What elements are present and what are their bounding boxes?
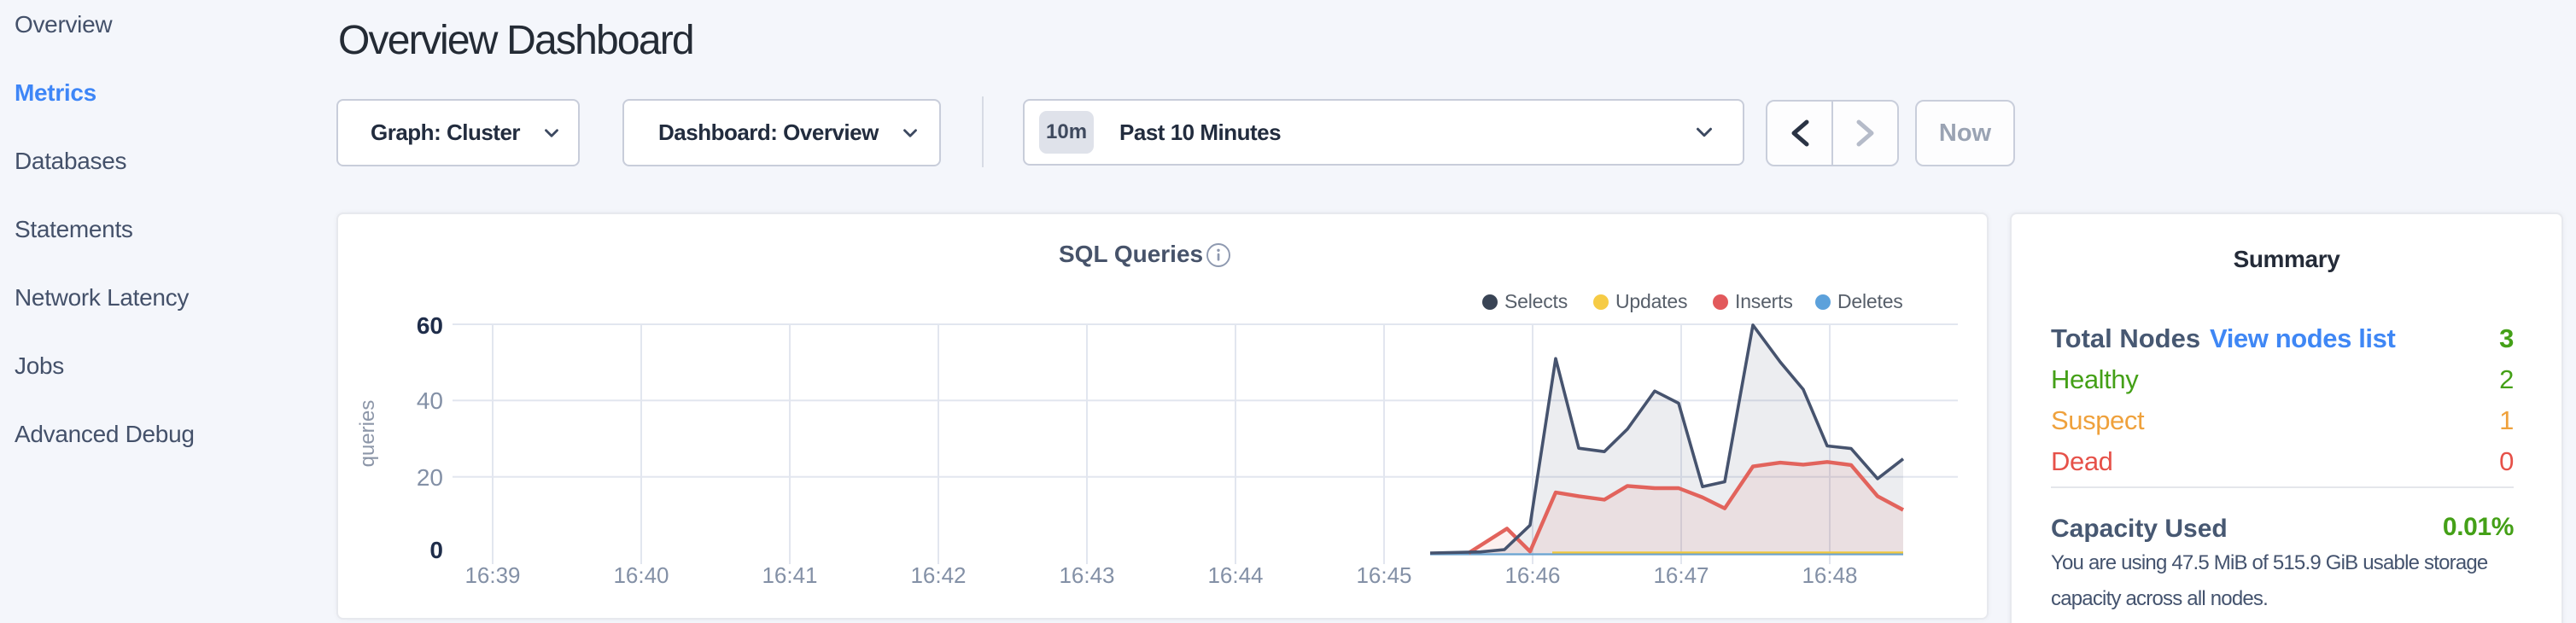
- svg-text:16:39: 16:39: [464, 562, 520, 588]
- svg-text:16:44: 16:44: [1207, 562, 1263, 588]
- svg-text:0: 0: [429, 537, 443, 563]
- svg-text:40: 40: [417, 387, 443, 414]
- svg-text:16:48: 16:48: [1802, 562, 1857, 588]
- svg-text:16:42: 16:42: [910, 562, 966, 588]
- svg-text:16:43: 16:43: [1059, 562, 1114, 588]
- svg-text:16:45: 16:45: [1356, 562, 1411, 588]
- svg-text:16:40: 16:40: [613, 562, 669, 588]
- svg-text:16:41: 16:41: [762, 562, 817, 588]
- svg-text:60: 60: [417, 312, 443, 339]
- svg-text:16:46: 16:46: [1504, 562, 1560, 588]
- svg-text:16:47: 16:47: [1653, 562, 1709, 588]
- svg-text:queries: queries: [356, 400, 379, 468]
- svg-text:20: 20: [417, 464, 443, 491]
